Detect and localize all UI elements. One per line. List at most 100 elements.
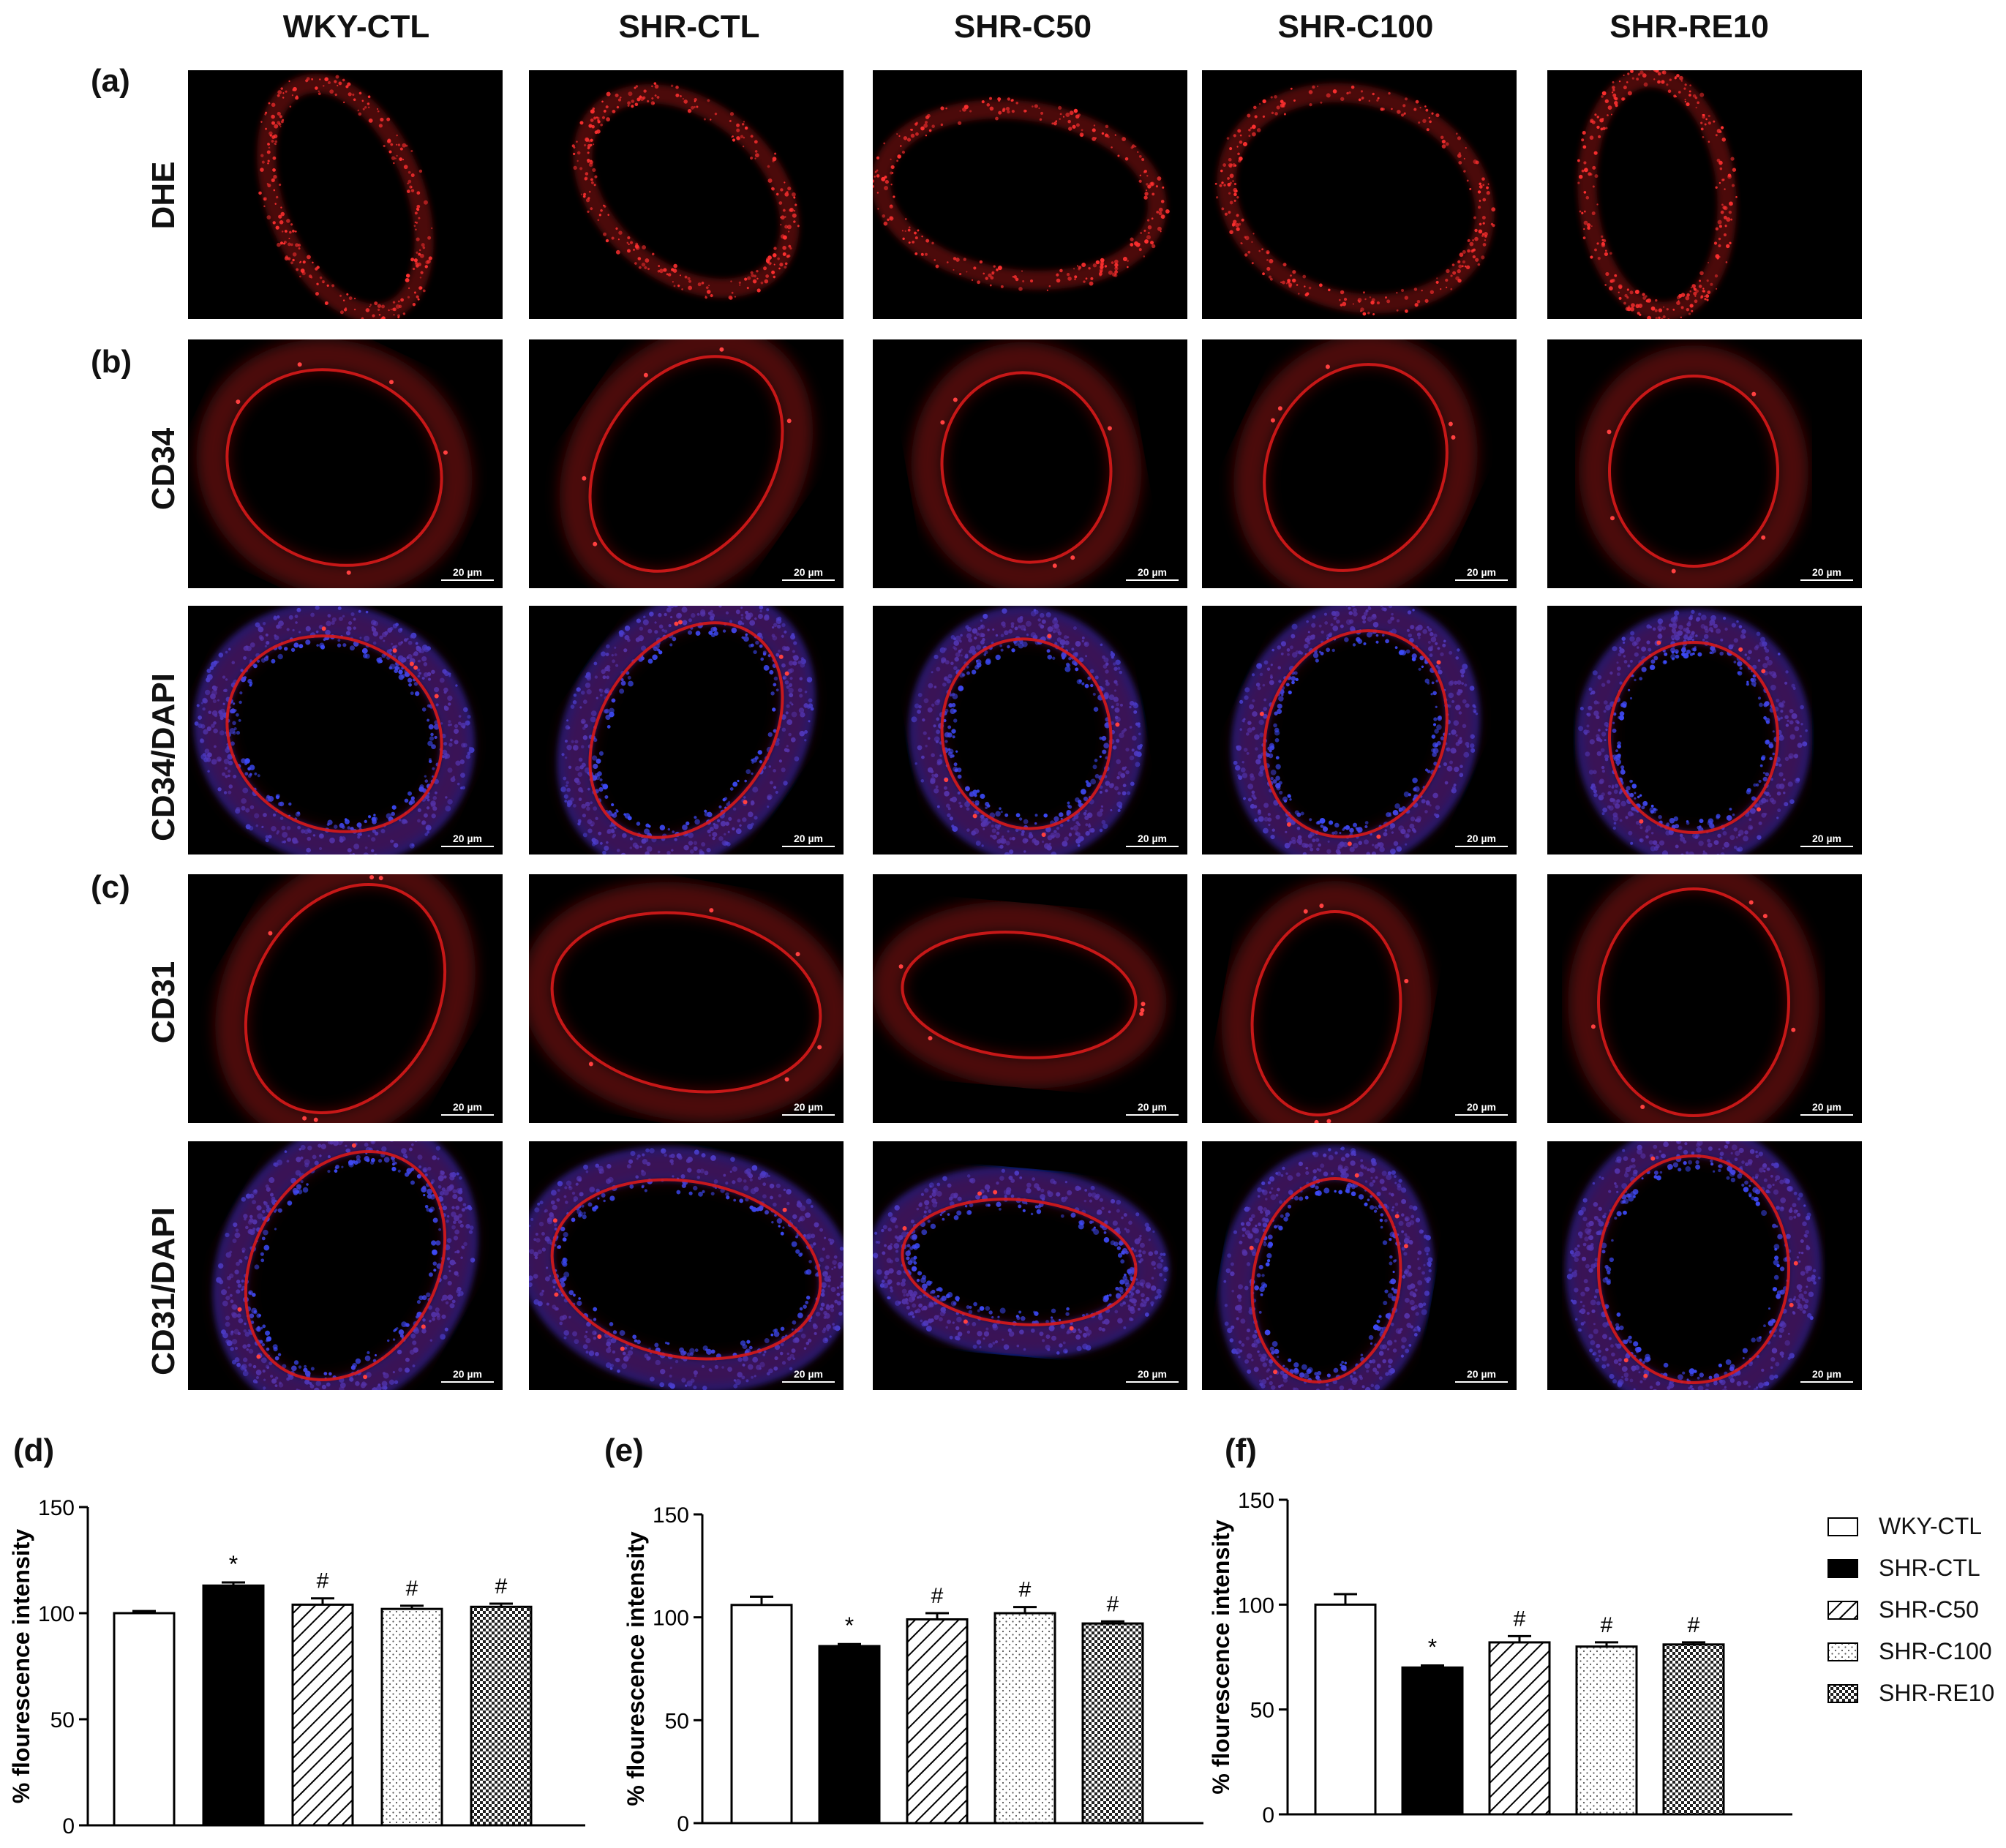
column-header-shr-c100: SHR-C100 [1277,9,1434,45]
significance-marker: # [406,1577,418,1601]
bar-wky-ctl [113,1612,176,1827]
y-tick-label: 100 [1238,1593,1274,1618]
micro-image-cd34-dapi-shr-re10: 20 µm [1547,606,1862,854]
scale-bar-line [441,1381,494,1383]
scale-bar-line [441,1114,494,1116]
micro-image-cd31-shr-c50: 20 µm [873,874,1187,1123]
bar-wky-ctl [730,1604,793,1825]
micro-image-cd31-dapi-shr-re10: 20 µm [1547,1141,1862,1390]
micro-image-dhe-wky-ctl [188,70,503,319]
significance-marker: * [1428,1634,1437,1660]
column-header-shr-ctl: SHR-CTL [618,9,760,45]
row-label-dhe: DHE [146,161,181,230]
micro-image-cd34-shr-re10: 20 µm [1547,339,1862,588]
micro-image-dhe-shr-ctl [529,70,844,319]
y-tick-label: 50 [1250,1699,1274,1723]
row-label-cd34-dapi: CD34/DAPI [146,673,181,841]
legend-label: SHR-C50 [1879,1596,1979,1623]
micro-image-cd31-shr-c100: 20 µm [1202,874,1517,1123]
scale-bar: 20 µm [441,566,494,581]
y-tick-label: 50 [665,1709,689,1733]
bar-shr-re10 [1662,1643,1725,1816]
y-tick-label: 50 [50,1708,75,1732]
legend-label: WKY-CTL [1879,1513,1983,1539]
scale-bar: 20 µm [441,1101,494,1116]
bar-shr-c50 [1488,1641,1551,1816]
significance-marker: # [1514,1607,1526,1631]
scale-bar: 20 µm [782,1368,835,1383]
legend-item-shr-re10: SHR-RE10 [1822,1674,1997,1716]
micro-image-cd34-dapi-shr-c100: 20 µm [1202,606,1517,854]
scale-bar: 20 µm [1455,1368,1508,1383]
y-tick-label: 0 [1262,1803,1274,1828]
bar-chart-d: 0 50 100 150% flourescence intensity * # # # [8,1496,585,1838]
micro-image-cd31-dapi-shr-c100: 20 µm [1202,1141,1517,1390]
micro-image-cd34-shr-c100: 20 µm [1202,339,1517,588]
significance-marker: # [1601,1613,1613,1637]
micro-image-cd34-dapi-shr-ctl: 20 µm [529,606,844,854]
scale-bar: 20 µm [1126,566,1179,581]
scale-bar-label: 20 µm [1812,1368,1841,1380]
legend-item-shr-c100: SHR-C100 [1822,1632,1997,1674]
column-header-wky-ctl: WKY-CTL [282,9,430,45]
panel-letter-d: (d) [13,1432,55,1468]
y-axis-label: % flourescence intensity [623,1531,649,1806]
significance-marker: # [317,1569,329,1593]
y-tick-label: 150 [653,1503,689,1528]
micro-image-cd31-dapi-shr-c50: 20 µm [873,1141,1187,1390]
scale-bar-label: 20 µm [794,566,823,578]
scale-bar-line [782,1381,835,1383]
legend-label: SHR-RE10 [1879,1680,1995,1706]
bar-shr-re10 [470,1605,533,1827]
micro-image-dhe-shr-re10 [1547,70,1862,319]
scale-bar: 20 µm [1126,1101,1179,1116]
scale-bar-label: 20 µm [1138,566,1167,578]
scale-bar: 20 µm [441,1368,494,1383]
scale-bar: 20 µm [1800,566,1853,581]
significance-marker: # [1019,1578,1032,1602]
scale-bar-label: 20 µm [1138,833,1167,844]
scale-bar: 20 µm [782,833,835,847]
micro-image-cd34-shr-ctl: 20 µm [529,339,844,588]
legend-item-shr-c50: SHR-C50 [1822,1590,1997,1632]
scale-bar-label: 20 µm [453,1101,482,1113]
significance-marker: # [495,1574,508,1599]
scale-bar-label: 20 µm [1812,833,1841,844]
scale-bar-label: 20 µm [794,1368,823,1380]
significance-marker: # [1107,1592,1119,1616]
legend-label: SHR-CTL [1879,1555,1980,1581]
scale-bar-line [441,846,494,847]
scale-bar-line [1800,579,1853,581]
significance-marker: # [931,1584,944,1608]
panel-letter-a: (a) [91,63,130,99]
scale-bar-line [782,846,835,847]
scale-bar-line [1126,579,1179,581]
micro-image-dhe-shr-c100 [1202,70,1517,319]
bar-shr-re10 [1081,1622,1144,1825]
bar-shr-ctl [1401,1666,1464,1816]
legend-item-wky-ctl: WKY-CTL [1822,1507,1997,1549]
micro-image-cd31-shr-re10: 20 µm [1547,874,1862,1123]
y-tick-label: 0 [62,1814,75,1838]
bar-shr-c100 [993,1612,1056,1825]
micro-image-cd31-shr-ctl: 20 µm [529,874,844,1123]
scale-bar-label: 20 µm [794,833,823,844]
scale-bar-label: 20 µm [453,566,482,578]
bar-shr-c50 [291,1603,354,1827]
panel-letter-c: (c) [91,869,130,905]
y-axis-label: % flourescence intensity [1208,1520,1234,1794]
scale-bar-label: 20 µm [1812,566,1841,578]
micro-image-cd34-wky-ctl: 20 µm [188,339,503,588]
scale-bar-line [782,579,835,581]
legend-swatch-shr-ctl [1827,1559,1858,1578]
row-label-cd31-dapi: CD31/DAPI [146,1207,181,1375]
scale-bar-line [441,579,494,581]
column-header-shr-re10: SHR-RE10 [1609,9,1769,45]
scale-bar-label: 20 µm [1138,1368,1167,1380]
scale-bar: 20 µm [441,833,494,847]
panel-letter-f: (f) [1225,1432,1257,1468]
legend-swatch-shr-c100 [1827,1642,1858,1661]
micro-image-dhe-shr-c50 [873,70,1187,319]
scale-bar-line [1455,1381,1508,1383]
panel-letter-e: (e) [604,1432,644,1468]
